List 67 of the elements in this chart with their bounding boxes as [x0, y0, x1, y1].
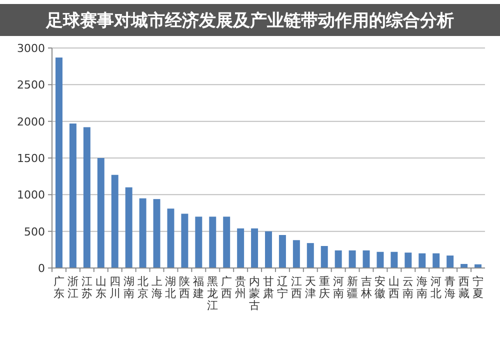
x-tick-label: 安徽 [374, 275, 386, 300]
x-tick-label: 黑龙江 [207, 275, 218, 312]
bar [418, 253, 426, 268]
x-tick-label: 广东 [53, 275, 64, 300]
bar [306, 243, 314, 268]
bar [404, 252, 412, 268]
y-tick-label: 2000 [17, 115, 45, 128]
bar [223, 216, 230, 268]
bar [292, 240, 300, 268]
y-tick-label: 1500 [17, 152, 45, 165]
y-tick-label: 2500 [17, 78, 45, 92]
x-tick-label: 湖南 [123, 275, 134, 300]
bar [251, 228, 258, 268]
bar [362, 250, 370, 268]
bar [334, 250, 342, 268]
chart-title: 足球赛事对城市经济发展及产业链带动作用的综合分析 [45, 11, 454, 31]
bar [237, 228, 244, 268]
bar [153, 199, 160, 268]
x-tick-label: 重庆 [318, 275, 330, 300]
y-tick-label: 500 [24, 225, 45, 238]
x-tick-label: 上海 [151, 275, 162, 300]
x-tick-label: 西藏 [458, 275, 470, 300]
bar [97, 158, 104, 268]
x-tick-label: 江苏 [81, 275, 92, 300]
bar [432, 253, 440, 268]
bar [446, 256, 454, 268]
bar [69, 124, 76, 268]
x-tick-label: 吉林 [360, 275, 372, 300]
bar [125, 187, 132, 268]
x-tick-label: 浙江 [67, 275, 78, 300]
bar [55, 58, 62, 268]
x-tick-label: 河南 [332, 275, 344, 300]
x-tick-label: 江西 [290, 275, 302, 300]
x-tick-label: 河北 [430, 275, 442, 300]
x-tick-label: 贵州 [235, 275, 246, 300]
bar [278, 235, 286, 268]
x-tick-label: 云南 [402, 275, 414, 300]
x-tick-label: 青海 [444, 275, 456, 300]
bar [195, 216, 202, 268]
bar [111, 174, 118, 268]
x-tick-label: 甘肃 [263, 275, 274, 300]
x-tick-label: 内蒙古 [249, 275, 260, 312]
x-tick-label: 福建 [192, 275, 204, 300]
x-tick-label: 陕西 [179, 275, 190, 300]
x-tick-label: 湖北 [165, 275, 176, 300]
x-tick-label: 天津 [304, 275, 316, 300]
x-tick-label: 北京 [137, 275, 148, 300]
x-tick-label: 山西 [388, 275, 400, 300]
bar [167, 208, 174, 268]
y-tick-label: 0 [38, 262, 45, 275]
y-tick-label: 1000 [17, 188, 45, 202]
bar [348, 250, 356, 268]
bar [265, 231, 272, 268]
bar [209, 216, 216, 268]
x-tick-label: 广西 [221, 275, 232, 300]
x-tick-label: 辽宁 [276, 275, 288, 300]
bar [139, 198, 146, 268]
x-tick-label: 新疆 [346, 275, 358, 300]
x-tick-label: 宁夏 [472, 275, 484, 300]
y-tick-label: 3000 [17, 42, 45, 55]
bar [390, 252, 398, 268]
x-tick-label: 山东 [95, 275, 106, 300]
bar [83, 127, 90, 268]
bar [181, 214, 188, 268]
x-tick-label: 海南 [416, 275, 428, 300]
bar [320, 246, 328, 268]
x-tick-label: 四川 [109, 275, 120, 300]
